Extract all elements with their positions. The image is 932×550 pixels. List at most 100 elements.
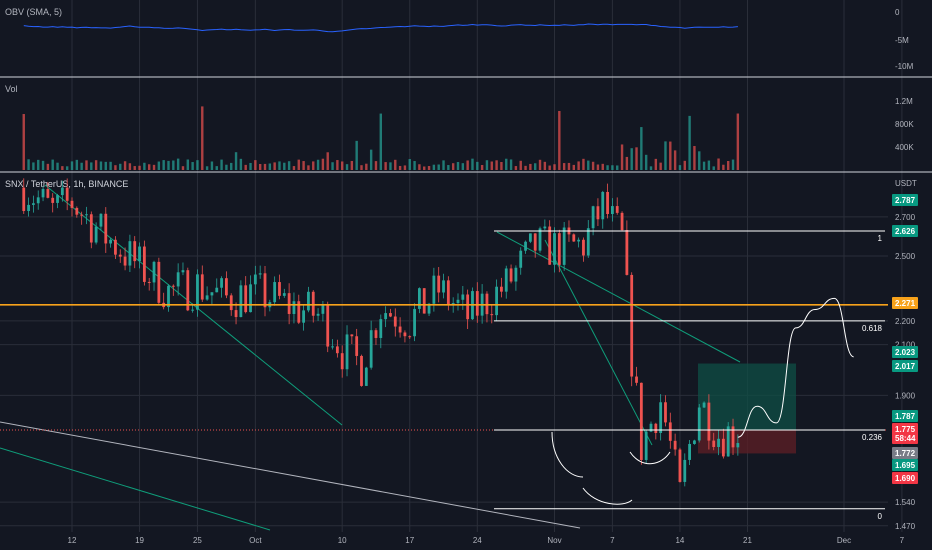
- volume-bar: [630, 148, 633, 170]
- volume-bar: [210, 161, 214, 170]
- volume-bar: [673, 150, 677, 170]
- volume-bar: [471, 158, 474, 170]
- candle-body: [644, 431, 648, 460]
- volume-bar: [119, 163, 122, 170]
- candle-body: [94, 226, 98, 243]
- position-profit-zone[interactable]: [698, 363, 796, 430]
- projection-path[interactable]: [737, 297, 854, 438]
- price-y-tick: 1.540: [895, 498, 916, 507]
- price-axis[interactable]: 2.700 2.500 2.200 2.100 1.900 1.540 1.470: [895, 213, 916, 531]
- price-y-tick: 2.700: [895, 213, 916, 222]
- candle-body: [639, 382, 643, 460]
- candle-body: [611, 206, 614, 215]
- drawn-curve[interactable]: [629, 451, 671, 465]
- candle-body: [200, 274, 204, 300]
- candle-body: [32, 203, 35, 205]
- candle-body: [186, 270, 190, 311]
- volume-bar: [369, 149, 373, 170]
- volume-bar: [143, 162, 146, 170]
- candle-body: [258, 273, 262, 275]
- chart-grid: [0, 0, 903, 532]
- price-badges: 2.787 2.626 2.271 2.023 2.017 1.787 1.77558:44…: [892, 194, 918, 484]
- volume-bar: [519, 160, 522, 170]
- candle-body: [586, 228, 590, 256]
- candle-body: [427, 303, 431, 314]
- candle-body: [27, 204, 30, 212]
- volume-bar: [553, 164, 556, 170]
- volume-bar: [500, 161, 503, 170]
- candle-body: [693, 440, 696, 444]
- time-tick-label: 24: [473, 536, 482, 545]
- candle-body: [673, 440, 677, 450]
- volume-bar: [341, 161, 344, 170]
- candle-body: [519, 250, 523, 268]
- candle-body: [253, 274, 257, 285]
- volume-bar: [727, 160, 730, 170]
- channel-line[interactable]: [0, 447, 271, 531]
- drawn-curve[interactable]: [582, 487, 633, 505]
- volume-bar: [32, 162, 35, 170]
- obv-panel[interactable]: OBV (SMA, 5) 0 -5M -10M: [5, 7, 914, 71]
- candle-body: [726, 426, 730, 457]
- candle-body: [335, 346, 339, 354]
- candle-body: [446, 280, 450, 306]
- fib-level-label: 0: [878, 512, 883, 521]
- volume-bar: [75, 159, 79, 170]
- candle-body: [437, 275, 441, 293]
- price-panel[interactable]: SNX / TetherUS, 1h, BINANCE USDT 1 0.618 0…: [0, 178, 918, 531]
- obv-panel-label: OBV (SMA, 5): [5, 7, 62, 17]
- candle-body: [649, 423, 653, 432]
- volume-bar: [239, 158, 243, 170]
- candle-body: [210, 292, 214, 296]
- volume-bar: [418, 164, 421, 170]
- time-axis[interactable]: 12 19 25 Oct 10 17 24 Nov 7 14 21 Dec 7: [68, 536, 905, 545]
- volume-bar: [558, 110, 561, 170]
- volume-bar: [649, 166, 653, 170]
- volume-bar: [384, 162, 387, 170]
- volume-bar: [437, 164, 440, 170]
- candle-body: [731, 426, 735, 448]
- volume-bar: [611, 165, 614, 170]
- volume-bar: [413, 161, 416, 170]
- candle-body: [524, 241, 527, 251]
- candle-body: [456, 299, 460, 304]
- candle-body: [562, 227, 566, 265]
- volume-panel[interactable]: Vol 1.2M 800K 400K: [5, 84, 914, 170]
- descending-trendline[interactable]: [496, 231, 741, 363]
- volume-bar: [278, 161, 281, 170]
- price-badge-label: 1.695: [895, 461, 916, 470]
- time-tick-label: 14: [675, 536, 684, 545]
- candle-body: [123, 256, 127, 266]
- volume-bar: [736, 113, 740, 170]
- volume-bar: [41, 160, 45, 170]
- volume-bar: [480, 165, 484, 170]
- channel-line[interactable]: [0, 421, 581, 529]
- candle-body: [635, 376, 638, 383]
- volume-bar: [94, 160, 98, 170]
- candle-body: [56, 195, 59, 203]
- volume-bar: [307, 165, 310, 170]
- fibonacci-retracement[interactable]: 1 0.618 0.236 0: [494, 230, 885, 521]
- volume-bar: [220, 159, 223, 170]
- volume-bar: [731, 159, 735, 170]
- volume-bar: [196, 160, 199, 170]
- candle-body: [234, 310, 238, 318]
- time-tick-label: Oct: [249, 536, 262, 545]
- candle-body: [509, 268, 513, 282]
- candle-body: [707, 402, 711, 441]
- candle-body: [292, 301, 296, 314]
- volume-bar: [244, 164, 247, 170]
- price-badge: [892, 447, 918, 459]
- descending-trendline[interactable]: [544, 239, 653, 446]
- candle-body: [466, 294, 470, 320]
- drawn-curve[interactable]: [551, 431, 584, 478]
- volume-bar: [476, 161, 479, 170]
- volume-bar: [389, 162, 392, 170]
- candle-body: [278, 282, 281, 296]
- candle-body: [307, 291, 310, 311]
- volume-bar: [172, 160, 175, 170]
- volume-bar: [104, 161, 107, 170]
- candle-body: [36, 197, 40, 204]
- volume-bar: [355, 140, 358, 170]
